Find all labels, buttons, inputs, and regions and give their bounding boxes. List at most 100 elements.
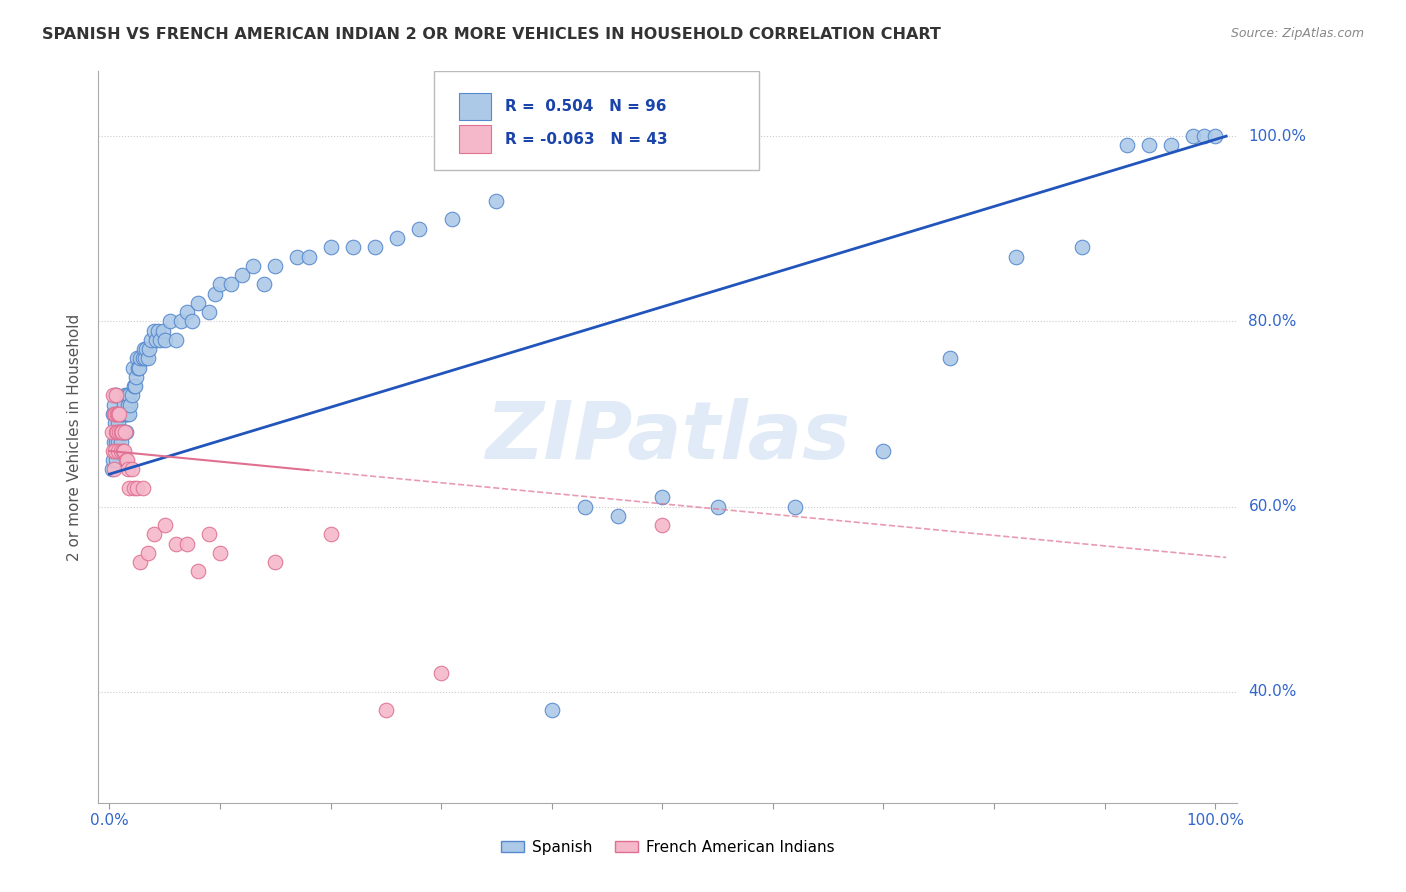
- Point: [187, 565, 209, 579]
- Point: [110, 425, 132, 440]
- Point: [125, 370, 148, 384]
- Point: [104, 444, 127, 458]
- Point: [110, 434, 132, 449]
- Point: [1005, 250, 1028, 264]
- Point: [121, 360, 143, 375]
- Point: [108, 425, 131, 440]
- Point: [153, 518, 176, 533]
- Point: [441, 212, 464, 227]
- Point: [101, 453, 124, 467]
- Point: [485, 194, 508, 208]
- Point: [141, 333, 163, 347]
- Point: [101, 388, 124, 402]
- Point: [132, 342, 155, 356]
- Point: [127, 351, 149, 366]
- Point: [264, 555, 287, 569]
- Point: [131, 481, 153, 495]
- Point: [105, 444, 128, 458]
- Point: [105, 425, 128, 440]
- Point: [176, 536, 198, 550]
- Point: [152, 324, 174, 338]
- Point: [706, 500, 728, 514]
- Point: [385, 231, 408, 245]
- Point: [1115, 138, 1137, 153]
- Point: [101, 407, 124, 421]
- Point: [107, 407, 129, 421]
- Point: [319, 240, 342, 254]
- Point: [342, 240, 364, 254]
- Text: Source: ZipAtlas.com: Source: ZipAtlas.com: [1230, 27, 1364, 40]
- Point: [135, 342, 157, 356]
- Point: [149, 333, 172, 347]
- Point: [209, 546, 232, 560]
- Point: [129, 351, 152, 366]
- Point: [115, 425, 138, 440]
- Point: [100, 462, 122, 476]
- Point: [108, 444, 131, 458]
- Point: [111, 425, 134, 440]
- Point: [118, 481, 141, 495]
- Point: [110, 407, 132, 421]
- Point: [114, 425, 136, 440]
- Point: [231, 268, 253, 282]
- Text: R =  0.504   N = 96: R = 0.504 N = 96: [505, 99, 666, 114]
- Point: [107, 444, 129, 458]
- Point: [107, 434, 129, 449]
- Point: [105, 453, 128, 467]
- Point: [242, 259, 264, 273]
- Point: [122, 481, 145, 495]
- Point: [651, 490, 673, 504]
- Point: [103, 407, 125, 421]
- Point: [297, 250, 319, 264]
- Point: [145, 333, 167, 347]
- Point: [103, 434, 125, 449]
- Point: [105, 388, 128, 402]
- Text: 40.0%: 40.0%: [1249, 684, 1296, 699]
- Point: [112, 425, 135, 440]
- Point: [939, 351, 962, 366]
- Point: [574, 500, 596, 514]
- Point: [121, 462, 143, 476]
- Point: [165, 333, 187, 347]
- Text: ZIPatlas: ZIPatlas: [485, 398, 851, 476]
- Point: [187, 295, 209, 310]
- Point: [540, 703, 562, 717]
- Point: [105, 425, 128, 440]
- Point: [651, 518, 673, 533]
- Point: [374, 703, 396, 717]
- Point: [118, 388, 141, 402]
- Point: [104, 407, 127, 421]
- Point: [111, 407, 134, 421]
- Point: [198, 527, 221, 541]
- Point: [136, 546, 159, 560]
- Text: 100.0%: 100.0%: [1249, 128, 1306, 144]
- Text: 60.0%: 60.0%: [1249, 499, 1296, 514]
- Point: [204, 286, 226, 301]
- Point: [124, 379, 146, 393]
- Point: [108, 407, 131, 421]
- Point: [1182, 129, 1205, 144]
- Point: [115, 388, 138, 402]
- Point: [103, 462, 125, 476]
- Point: [111, 425, 134, 440]
- Point: [287, 250, 309, 264]
- Point: [170, 314, 193, 328]
- Point: [105, 407, 128, 421]
- Point: [111, 444, 134, 458]
- Point: [108, 425, 131, 440]
- Point: [105, 425, 128, 440]
- Point: [105, 407, 128, 421]
- Point: [1071, 240, 1094, 254]
- Point: [607, 508, 630, 523]
- Point: [1160, 138, 1182, 153]
- Point: [115, 407, 138, 421]
- Point: [430, 666, 453, 681]
- Point: [872, 444, 894, 458]
- Point: [117, 398, 139, 412]
- Point: [112, 444, 135, 458]
- Point: [115, 453, 138, 467]
- Point: [107, 416, 129, 430]
- Point: [122, 379, 145, 393]
- Point: [114, 388, 136, 402]
- Point: [104, 444, 127, 458]
